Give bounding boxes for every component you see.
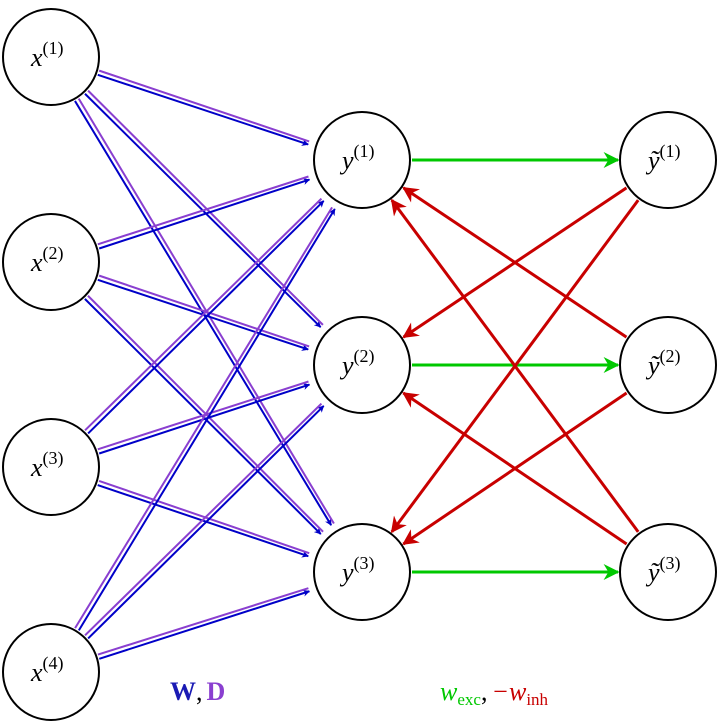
edge-d bbox=[97, 380, 309, 451]
interneuron-node-sup: (1) bbox=[660, 141, 681, 162]
input-node bbox=[2, 623, 100, 721]
edge-d bbox=[87, 89, 324, 326]
edge-d bbox=[98, 479, 310, 555]
output-node bbox=[313, 111, 411, 209]
edge-d bbox=[98, 274, 310, 348]
edge-d bbox=[84, 402, 323, 637]
edge-d bbox=[84, 197, 323, 432]
interneuron-node bbox=[619, 111, 717, 209]
input-node bbox=[2, 213, 100, 311]
input-node bbox=[2, 8, 100, 106]
edge-d bbox=[97, 175, 309, 246]
legend-sep: , bbox=[196, 677, 203, 706]
interneuron-node-label: ỹ(1) bbox=[645, 141, 681, 175]
edge-w bbox=[87, 405, 325, 640]
interneuron-node bbox=[619, 523, 717, 621]
edge-inh bbox=[390, 198, 640, 533]
input-node-sup: (3) bbox=[43, 448, 64, 469]
input-node bbox=[2, 418, 100, 516]
edge-d bbox=[74, 206, 333, 629]
legend-w: W bbox=[170, 677, 196, 706]
edge-w bbox=[97, 73, 309, 146]
edge-inh bbox=[402, 186, 628, 339]
input-node-base: x bbox=[30, 453, 43, 482]
interneuron-node-label: ỹ(3) bbox=[645, 553, 681, 587]
edge-inh bbox=[402, 391, 628, 546]
interneuron-node bbox=[619, 316, 717, 414]
edge-w bbox=[98, 383, 311, 455]
output-node-label: y(3) bbox=[339, 553, 375, 587]
legend-exc-sub: exc bbox=[457, 690, 481, 709]
edge-d bbox=[98, 69, 310, 143]
legend-left: W, D bbox=[170, 677, 225, 706]
input-node-base: x bbox=[30, 43, 43, 72]
input-node-label: x(4) bbox=[30, 653, 64, 687]
input-node-sup: (1) bbox=[43, 38, 64, 59]
output-node-sup: (1) bbox=[354, 141, 375, 162]
output-node-base: y bbox=[339, 351, 354, 380]
legend-inh-sub: inh bbox=[526, 690, 548, 709]
interneuron-node-base: ỹ bbox=[645, 558, 661, 587]
input-node-base: x bbox=[30, 248, 43, 277]
interneuron-node-base: ỹ bbox=[645, 146, 661, 175]
output-node-base: y bbox=[339, 558, 354, 587]
edge-w bbox=[98, 589, 311, 660]
edge-w bbox=[77, 208, 336, 631]
legend-inh: −w bbox=[491, 677, 527, 706]
input-node-label: x(1) bbox=[30, 38, 64, 72]
input-node-sup: (4) bbox=[43, 653, 64, 674]
legend-d: D bbox=[207, 677, 226, 706]
legend-sep: , bbox=[481, 677, 488, 706]
input-node-label: x(3) bbox=[30, 448, 64, 482]
interneuron-node-label: ỹ(2) bbox=[645, 346, 681, 380]
interneuron-node-sup: (2) bbox=[660, 346, 681, 367]
legend-exc: w bbox=[440, 677, 458, 706]
interneuron-node-sup: (3) bbox=[660, 553, 681, 574]
output-node-sup: (2) bbox=[354, 346, 375, 367]
edge-d bbox=[97, 587, 309, 656]
output-node bbox=[313, 523, 411, 621]
output-node-sup: (3) bbox=[354, 553, 375, 574]
input-node-base: x bbox=[30, 658, 43, 687]
output-node-base: y bbox=[339, 146, 354, 175]
output-node-label: y(1) bbox=[339, 141, 375, 175]
edge-w bbox=[87, 200, 325, 435]
input-node-sup: (2) bbox=[43, 243, 64, 264]
output-node bbox=[313, 316, 411, 414]
interneuron-node-base: ỹ bbox=[645, 351, 661, 380]
input-node-label: x(2) bbox=[30, 243, 64, 277]
legend-right: wexc, −winh bbox=[440, 677, 549, 709]
edge-w bbox=[74, 100, 333, 526]
output-node-label: y(2) bbox=[339, 346, 375, 380]
edge-w bbox=[98, 178, 311, 250]
